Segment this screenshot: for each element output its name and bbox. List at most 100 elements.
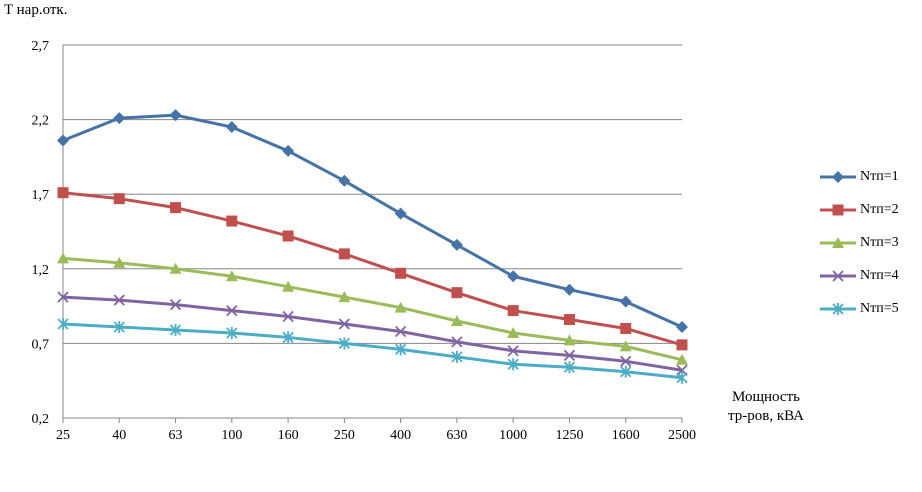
x-tick-label: 630 [446,428,467,443]
data-point [226,326,238,339]
data-point [507,345,519,357]
data-point [676,339,688,351]
series-line [62,295,683,372]
y-tick-label: 2,7 [32,39,50,54]
data-point [169,109,182,122]
data-point [338,248,350,260]
legend-marker [832,302,844,315]
data-point [451,350,463,363]
data-point [619,340,632,352]
x-tick-label: 25 [56,428,70,443]
data-point [451,287,463,299]
x-tick-label: 100 [221,428,242,443]
data-point [338,291,351,303]
data-point [226,304,238,317]
legend-marker [832,204,844,215]
data-point [169,323,182,336]
data-point [563,361,576,374]
x-tick-label: 1000 [499,428,527,443]
legend-label: Nтп=1 [860,168,899,184]
x-tick-label: 250 [334,428,355,443]
legend: Nтп=1 Nтп=2 Nтп=3 Nтп=4 Nтп=5 [820,160,899,325]
data-point [676,353,688,365]
x-tick-label: 40 [112,428,126,443]
data-point [57,134,69,147]
data-point [57,252,69,264]
data-point [394,207,407,220]
legend-label: Nтп=2 [860,201,899,217]
legend-marker [832,170,844,183]
data-point [170,202,182,214]
legend-item: Nтп=2 [820,193,899,226]
legend-label: Nтп=4 [860,267,899,283]
legend-item: Nтп=5 [820,292,899,325]
data-point [57,318,69,331]
data-point [507,358,519,371]
legend-item: Nтп=3 [820,226,899,259]
y-tick-label: 0,7 [32,337,50,352]
data-point [338,174,351,187]
data-point [563,314,575,326]
data-point [619,295,632,308]
data-point [450,315,463,327]
y-tick-label: 1,2 [32,263,50,278]
data-point [394,301,407,313]
data-point [394,343,407,356]
data-point [113,112,126,125]
x-axis-title: Мощность тр-ров, кВА [728,389,804,424]
data-point [282,144,295,157]
y-tick-label: 1,7 [32,188,50,203]
legend-label: Nтп=5 [860,300,899,316]
data-point [338,337,351,350]
data-point [507,270,520,283]
legend-swatch [820,204,856,215]
data-point [113,256,126,268]
data-point [563,283,576,296]
y-tick-label: 0,2 [32,412,50,427]
x-tick-label: 400 [390,428,411,443]
legend-swatch [820,269,856,282]
data-point [282,310,294,323]
data-point [113,294,125,306]
data-point [563,334,576,346]
data-point [395,267,407,279]
data-point [394,325,407,338]
data-point [226,215,238,227]
data-point [676,320,688,333]
x-tick-label: 1600 [612,428,640,443]
data-point [507,326,520,338]
series-line [62,322,683,380]
y-tick-label: 2,2 [32,114,50,129]
series-line [62,191,683,347]
legend-label: Nтп=3 [860,234,899,250]
legend-swatch [820,302,856,315]
series-line [62,113,683,329]
data-point [338,318,351,330]
legend-marker [832,236,844,248]
data-point [169,262,182,274]
legend-swatch [820,170,856,183]
data-point [450,238,463,251]
data-point [451,336,463,348]
y-axis-title: T нар.отк. [4,2,68,18]
legend-item: Nтп=1 [820,160,899,193]
data-point [113,320,125,333]
legend-item: Nтп=4 [820,259,899,292]
data-point [169,298,182,311]
x-tick-label: 1250 [555,428,583,443]
data-point [507,305,519,317]
series-line [62,256,683,362]
data-point [57,187,69,199]
data-point [563,349,576,361]
data-point [282,230,294,242]
data-point [620,365,632,378]
data-point [225,270,238,282]
data-point [620,355,632,367]
data-point [113,193,125,205]
data-point [282,280,295,292]
x-tick-label: 2500 [668,428,696,443]
data-point [282,331,294,344]
x-tick-label: 160 [278,428,299,443]
x-tick-label: 63 [169,428,183,443]
